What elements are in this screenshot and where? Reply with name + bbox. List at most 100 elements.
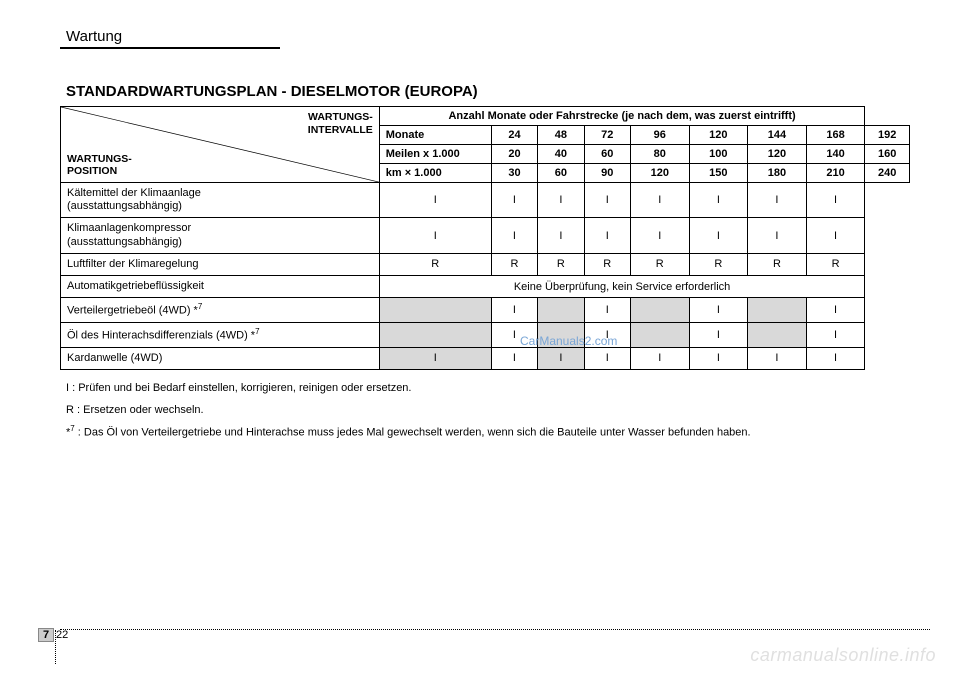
table-row: Kardanwelle (4WD)IIIIIIII	[61, 347, 910, 369]
value-cell: I	[689, 322, 748, 347]
value-cell: I	[379, 183, 491, 218]
value-cell: I	[491, 298, 537, 323]
value-cell: I	[689, 218, 748, 253]
value-cell	[630, 322, 689, 347]
notes: I : Prüfen und bei Bedarf einstellen, ko…	[60, 380, 910, 441]
header-cell: 140	[806, 145, 865, 164]
header-cell: 72	[584, 126, 630, 145]
header-cell: 60	[584, 145, 630, 164]
footer-dots	[60, 629, 930, 630]
header-cell: 100	[689, 145, 748, 164]
header-cell: 60	[538, 164, 584, 183]
value-cell: I	[806, 218, 865, 253]
note-7: *7 : Das Öl von Verteilergetriebe und Hi…	[66, 423, 910, 441]
value-cell: I	[689, 183, 748, 218]
value-cell	[748, 322, 807, 347]
header-row-label: Meilen x 1.000	[379, 145, 491, 164]
corner-top-1: WARTUNGS-	[308, 111, 373, 123]
value-cell	[748, 298, 807, 323]
value-cell: I	[806, 183, 865, 218]
header-cell: 120	[748, 145, 807, 164]
span-cell: Keine Überprüfung, kein Service erforder…	[379, 275, 865, 297]
header-cell: 210	[806, 164, 865, 183]
header-cell: 90	[584, 164, 630, 183]
table-row: Klimaanlagenkompressor(ausstattungsabhän…	[61, 218, 910, 253]
header-cell: 120	[689, 126, 748, 145]
value-cell: I	[689, 298, 748, 323]
header-rule	[60, 47, 280, 49]
value-cell: I	[748, 183, 807, 218]
value-cell: I	[630, 183, 689, 218]
value-cell: I	[538, 218, 584, 253]
value-cell: R	[584, 253, 630, 275]
value-cell: I	[806, 347, 865, 369]
header-row-label: Monate	[379, 126, 491, 145]
item-name: Kardanwelle (4WD)	[61, 347, 380, 369]
table-row: AutomatikgetriebeflüssigkeitKeine Überpr…	[61, 275, 910, 297]
corner-bottom-2: POSITION	[67, 165, 117, 177]
header-cell: 120	[630, 164, 689, 183]
value-cell	[630, 298, 689, 323]
item-name: Klimaanlagenkompressor(ausstattungsabhän…	[61, 218, 380, 253]
section-title: STANDARDWARTUNGSPLAN - DIESELMOTOR (EURO…	[60, 83, 910, 100]
footer-page: 22	[56, 629, 68, 641]
header-cell: 20	[491, 145, 537, 164]
watermark-corner: carmanualsonline.info	[750, 645, 936, 666]
table-row: Öl des Hinterachsdifferenzials (4WD) *7 I…	[61, 322, 910, 347]
corner-cell: WARTUNGS- INTERVALLE WARTUNGS- POSITION	[61, 107, 380, 183]
header-cell: 144	[748, 126, 807, 145]
value-cell: I	[748, 218, 807, 253]
note-r: R : Ersetzen oder wechseln.	[66, 402, 910, 419]
item-name: Automatikgetriebeflüssigkeit	[61, 275, 380, 297]
value-cell: I	[538, 183, 584, 218]
value-cell: I	[584, 298, 630, 323]
header-cell: 150	[689, 164, 748, 183]
table-row: Kältemittel der Klimaanlage(ausstattungs…	[61, 183, 910, 218]
value-cell: R	[689, 253, 748, 275]
value-cell: R	[379, 253, 491, 275]
value-cell: I	[689, 347, 748, 369]
header-cell: 160	[865, 145, 910, 164]
value-cell: I	[538, 347, 584, 369]
header-cell: 24	[491, 126, 537, 145]
value-cell: I	[491, 218, 537, 253]
table-row: Luftfilter der KlimaregelungRRRRRRRR	[61, 253, 910, 275]
corner-top-2: INTERVALLE	[308, 124, 373, 136]
header-cell: 96	[630, 126, 689, 145]
value-cell	[379, 298, 491, 323]
header-cell: 180	[748, 164, 807, 183]
header-span: Anzahl Monate oder Fahrstrecke (je nach …	[379, 107, 865, 126]
value-cell: I	[379, 347, 491, 369]
value-cell: I	[748, 347, 807, 369]
watermark-center: CarManuals2.com	[520, 334, 617, 348]
value-cell: R	[806, 253, 865, 275]
header-cell: 48	[538, 126, 584, 145]
value-cell: R	[748, 253, 807, 275]
item-name: Kältemittel der Klimaanlage(ausstattungs…	[61, 183, 380, 218]
item-name: Öl des Hinterachsdifferenzials (4WD) *7	[61, 322, 380, 347]
item-name: Verteilergetriebeöl (4WD) *7	[61, 298, 380, 323]
value-cell: I	[379, 218, 491, 253]
value-cell: R	[630, 253, 689, 275]
value-cell: I	[584, 183, 630, 218]
value-cell: R	[491, 253, 537, 275]
value-cell: I	[584, 347, 630, 369]
value-cell: I	[491, 183, 537, 218]
value-cell: I	[584, 218, 630, 253]
header-cell: 168	[806, 126, 865, 145]
page-header: Wartung	[60, 28, 910, 45]
value-cell	[379, 322, 491, 347]
value-cell: R	[538, 253, 584, 275]
header-cell: 40	[538, 145, 584, 164]
value-cell: I	[806, 298, 865, 323]
table-row: Verteilergetriebeöl (4WD) *7 I I I I	[61, 298, 910, 323]
header-cell: 192	[865, 126, 910, 145]
item-name: Luftfilter der Klimaregelung	[61, 253, 380, 275]
footer: 722	[38, 628, 68, 642]
note-i: I : Prüfen und bei Bedarf einstellen, ko…	[66, 380, 910, 397]
corner-bottom-1: WARTUNGS-	[67, 153, 132, 165]
footer-section: 7	[38, 628, 54, 642]
header-cell: 30	[491, 164, 537, 183]
value-cell: I	[630, 218, 689, 253]
value-cell: I	[491, 347, 537, 369]
